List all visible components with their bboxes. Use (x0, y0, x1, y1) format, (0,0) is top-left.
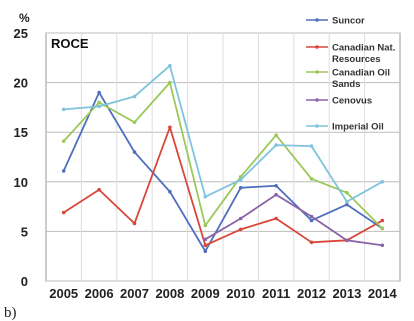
x-tick-label: 2005 (49, 286, 78, 301)
data-point-cenovus (309, 214, 314, 219)
data-point-canadian-oil-sands (309, 177, 314, 181)
y-tick-label: 0 (21, 274, 28, 289)
legend-label-canadian-oil-sands: Canadian Oil Sands (332, 68, 390, 91)
data-point-imperial-oil (61, 107, 66, 112)
legend-marker-suncor (315, 18, 319, 22)
y-unit-label: % (19, 11, 30, 25)
data-point-canadian-oil-sands (274, 133, 278, 137)
data-point-imperial-oil (380, 180, 385, 184)
data-point-suncor (168, 189, 172, 194)
data-point-suncor (203, 249, 208, 254)
y-tick-label: 10 (14, 175, 28, 190)
data-point-imperial-oil (345, 199, 349, 204)
series-line-canadian-oil-sands (63, 81, 383, 230)
data-point-canadian-nat-resources (97, 187, 101, 192)
data-point-imperial-oil (97, 104, 101, 109)
y-tick-labels: 0 5 10 15 20 25 (14, 26, 28, 289)
legend-marker-imperial-oil (315, 124, 319, 128)
data-point-canadian-nat-resources (309, 240, 314, 245)
data-point-canadian-nat-resources (380, 218, 385, 223)
data-point-canadian-oil-sands (345, 190, 349, 195)
data-point-suncor (345, 202, 349, 207)
data-point-canadian-oil-sands (168, 80, 172, 85)
x-tick-labels: 2005 2006 2007 2008 2009 2010 2011 2012 2013 2014 (49, 286, 397, 301)
series-lines (61, 63, 385, 254)
data-point-suncor (274, 183, 278, 188)
data-point-imperial-oil (203, 194, 208, 199)
panel-label: b) (4, 305, 17, 321)
data-point-canadian-oil-sands (61, 139, 66, 143)
chart-title: ROCE (51, 36, 89, 51)
data-point-canadian-oil-sands (380, 226, 385, 231)
data-point-canadian-nat-resources (203, 243, 208, 248)
data-point-suncor (132, 150, 137, 154)
data-point-imperial-oil (168, 63, 172, 68)
legend-label-suncor: Suncor (332, 16, 365, 27)
data-point-suncor (238, 185, 243, 190)
data-point-canadian-oil-sands (132, 120, 137, 125)
legend-label-imperial-oil: Imperial Oil (332, 122, 384, 133)
data-point-canadian-nat-resources (274, 216, 278, 221)
series-line-cenovus (204, 193, 383, 247)
data-point-canadian-nat-resources (168, 125, 172, 130)
data-point-imperial-oil (238, 178, 243, 182)
series-line-suncor (62, 91, 383, 253)
y-tick-label: 20 (14, 76, 28, 91)
data-point-cenovus (345, 238, 349, 243)
data-point-canadian-nat-resources (238, 227, 243, 232)
data-point-cenovus (274, 192, 278, 197)
legend-label-cenovus: Cenovus (332, 96, 372, 107)
y-tick-label: 25 (14, 26, 28, 41)
x-tick-label: 2011 (262, 286, 290, 301)
x-tick-label: 2012 (297, 286, 326, 301)
data-point-suncor (61, 169, 66, 173)
x-tick-label: 2010 (226, 286, 255, 301)
x-tick-label: 2007 (120, 286, 149, 301)
x-tick-label: 2014 (368, 286, 398, 301)
y-tick-label: 5 (21, 224, 28, 239)
series-line-canadian-nat-resources (63, 126, 383, 247)
data-point-cenovus (203, 237, 208, 242)
legend-label-canadian-nat-resources: Canadian Nat. Resources (332, 43, 395, 66)
series-line-imperial-oil (63, 64, 383, 203)
x-tick-label: 2008 (155, 286, 184, 301)
data-point-canadian-nat-resources (132, 221, 137, 226)
data-point-imperial-oil (309, 144, 314, 148)
data-point-canadian-nat-resources (61, 210, 66, 215)
legend-marker-canadian-nat-resources (315, 45, 319, 49)
data-point-canadian-oil-sands (203, 223, 208, 228)
legend-marker-canadian-oil-sands (315, 70, 319, 74)
x-tick-label: 2006 (85, 286, 114, 301)
data-point-suncor (309, 218, 314, 223)
data-point-cenovus (380, 243, 385, 248)
data-point-suncor (97, 90, 101, 95)
y-tick-label: 15 (14, 125, 28, 140)
data-point-imperial-oil (132, 94, 137, 99)
x-tick-label: 2009 (191, 286, 220, 301)
legend-marker-cenovus (315, 98, 319, 102)
data-point-imperial-oil (274, 143, 278, 147)
x-tick-label: 2013 (332, 286, 361, 301)
data-point-cenovus (238, 216, 243, 221)
data-point-canadian-oil-sands (97, 100, 101, 105)
